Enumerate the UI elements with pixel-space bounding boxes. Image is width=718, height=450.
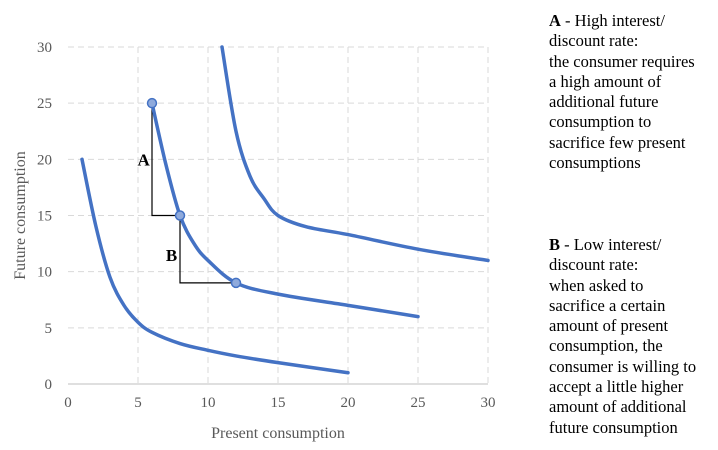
x-tick-label: 30 [481,395,496,411]
note-b-line: consumption, the [549,336,663,356]
note-a-line: the consumer requires [549,51,695,71]
note-a-line: - High interest/ [560,11,665,30]
x-tick-label: 10 [201,395,216,411]
y-tick-label: 0 [45,377,53,393]
note-a-line: discount rate: [549,31,639,51]
note-b-line: when asked to [549,275,644,295]
note-a-line: consumption to [549,112,652,132]
step-line-b [179,215,236,284]
step-lines: AB [137,103,236,284]
indifference-curve-1 [80,157,350,375]
data-point-marker [174,210,186,221]
x-axis-title: Present consumption [211,425,345,442]
y-tick-label: 30 [37,40,52,56]
indifference-curve-2 [150,101,420,319]
tick-labels: 0 5 10 15 20 25 30 0 5 10 15 20 25 30 [37,40,496,411]
note-a-line: sacrifice few present [549,132,686,152]
note-b-line: consumer is willing to [549,356,697,376]
note-b-key: B [549,235,561,254]
y-tick-label: 15 [37,209,52,225]
note-b-line: future consumption [549,417,678,437]
y-tick-label: 20 [37,152,52,168]
step-line-a [151,103,180,217]
step-label-b: B [166,246,177,265]
step-label-a: A [137,150,150,169]
note-a-key: A [549,11,561,30]
note-a-line: consumptions [549,153,641,173]
data-point-marker [146,97,158,109]
note-b-line: - Low interest/ [560,235,662,254]
y-tick-label: 10 [37,265,52,281]
x-tick-label: 20 [341,395,356,411]
note-b-line: accept a little higher [549,377,684,397]
y-axis-title: Future consumption [12,151,29,279]
data-point-marker [230,277,242,289]
note-b-line: amount of additional [549,397,687,417]
y-tick-label: 25 [37,96,52,112]
note-b-line: sacrifice a certain [549,295,666,315]
y-tick-label: 5 [45,321,53,337]
x-tick-label: 25 [411,395,426,411]
markers [146,97,242,289]
indifference-curve-3 [220,45,490,263]
x-tick-label: 15 [271,395,286,411]
x-tick-label: 5 [134,395,142,411]
note-b: B - Low interest/ discount rate: when as… [549,235,718,438]
note-a-line: a high amount of [549,71,662,91]
x-tick-label: 0 [64,395,72,411]
curves [80,45,490,375]
note-a-line: additional future [549,92,659,112]
note-b-line: discount rate: [549,255,639,275]
note-a: A - High interest/ discount rate: the co… [549,11,718,173]
note-b-line: amount of present [549,316,669,336]
